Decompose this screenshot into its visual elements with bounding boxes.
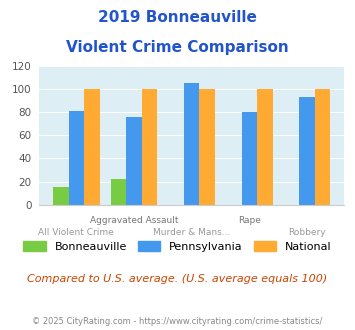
Text: All Violent Crime: All Violent Crime bbox=[38, 228, 114, 237]
Bar bbox=[69, 111, 84, 205]
Bar bbox=[142, 89, 157, 205]
Text: Aggravated Assault: Aggravated Assault bbox=[90, 216, 178, 225]
Text: Robbery: Robbery bbox=[288, 228, 326, 237]
Text: Violent Crime Comparison: Violent Crime Comparison bbox=[66, 40, 289, 54]
Legend: Bonneauville, Pennsylvania, National: Bonneauville, Pennsylvania, National bbox=[19, 237, 336, 256]
Bar bbox=[84, 89, 100, 205]
Bar bbox=[126, 117, 142, 205]
Bar bbox=[111, 179, 126, 205]
Text: 2019 Bonneauville: 2019 Bonneauville bbox=[98, 10, 257, 25]
Bar bbox=[53, 187, 69, 205]
Bar bbox=[257, 89, 273, 205]
Text: Rape: Rape bbox=[238, 216, 261, 225]
Bar bbox=[315, 89, 331, 205]
Bar bbox=[299, 97, 315, 205]
Text: © 2025 CityRating.com - https://www.cityrating.com/crime-statistics/: © 2025 CityRating.com - https://www.city… bbox=[32, 317, 323, 326]
Bar bbox=[200, 89, 215, 205]
Bar bbox=[242, 112, 257, 205]
Text: Compared to U.S. average. (U.S. average equals 100): Compared to U.S. average. (U.S. average … bbox=[27, 274, 328, 284]
Bar bbox=[184, 83, 200, 205]
Text: Murder & Mans...: Murder & Mans... bbox=[153, 228, 230, 237]
